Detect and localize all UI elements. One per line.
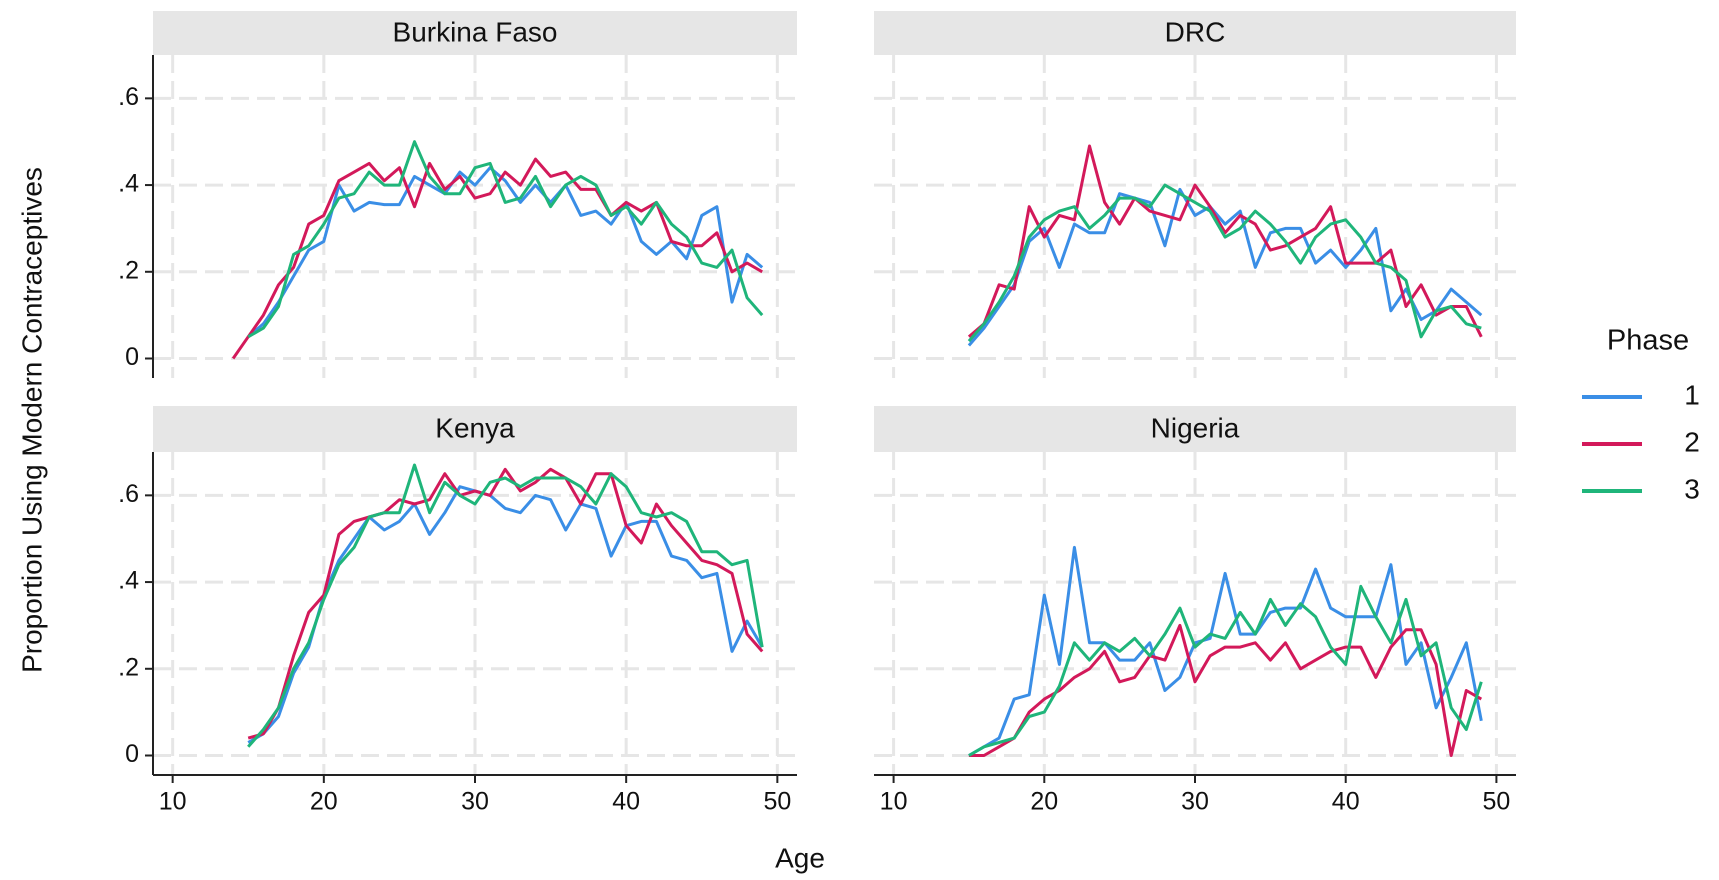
series-line <box>968 584 1483 757</box>
facet-title: Kenya <box>435 412 515 443</box>
x-tick-label: 30 <box>461 788 489 816</box>
x-tick-label: 40 <box>1332 788 1360 816</box>
facet-strip <box>874 406 1516 452</box>
series-line <box>967 187 1483 347</box>
facet-strip <box>874 11 1516 55</box>
facet-strip <box>153 11 797 55</box>
series-line <box>967 144 1483 338</box>
legend-label: 2 <box>1684 426 1700 457</box>
y-tick-label: .6 <box>118 83 139 111</box>
y-tick-label: .2 <box>118 653 139 681</box>
y-tick-label: .2 <box>118 256 139 284</box>
y-tick-label: 0 <box>125 740 139 768</box>
x-tick-label: 50 <box>1483 788 1511 816</box>
y-tick-label: .6 <box>118 480 139 508</box>
x-tick-label: 20 <box>310 788 338 816</box>
facet-strip <box>153 406 797 452</box>
series-line <box>968 545 1483 757</box>
x-tick-label: 10 <box>159 788 187 816</box>
y-tick-label: 0 <box>125 343 139 371</box>
facet-title: DRC <box>1165 16 1226 47</box>
series-line <box>247 485 764 744</box>
y-axis-label: Proportion Using Modern Contraceptives <box>16 167 47 673</box>
legend-label: 3 <box>1684 473 1700 504</box>
legend-label: 1 <box>1684 379 1700 410</box>
x-axis-label: Age <box>775 842 825 873</box>
x-tick-label: 10 <box>880 788 908 816</box>
series-line <box>231 157 763 360</box>
x-tick-label: 40 <box>612 788 640 816</box>
facet-title: Burkina Faso <box>393 16 558 47</box>
series-line <box>967 183 1482 343</box>
facet-title: Nigeria <box>1151 412 1240 443</box>
y-tick-label: .4 <box>118 170 139 198</box>
x-tick-label: 30 <box>1181 788 1209 816</box>
series-line <box>247 463 764 748</box>
series-line <box>247 467 764 740</box>
series-line <box>247 140 764 339</box>
y-tick-label: .4 <box>118 567 139 595</box>
x-tick-label: 50 <box>763 788 791 816</box>
x-tick-label: 20 <box>1030 788 1058 816</box>
legend-title: Phase <box>1607 325 1689 357</box>
